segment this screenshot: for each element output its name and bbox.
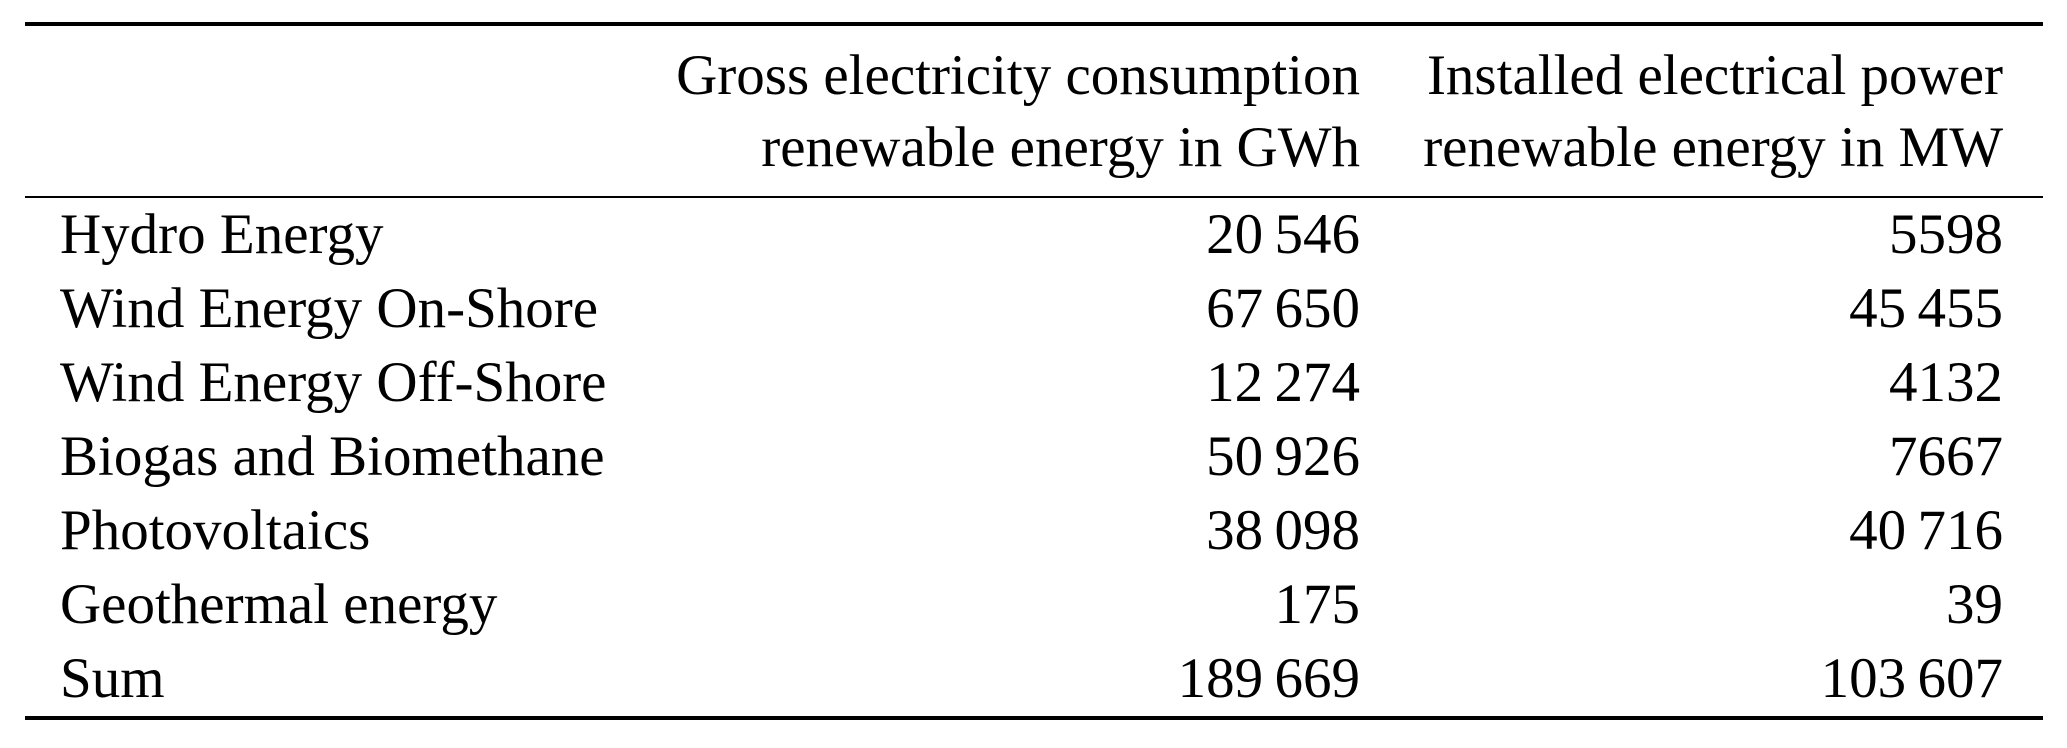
table-row-photovoltaics: Photovoltaics 38 098 40 716: [25, 494, 2043, 568]
table-row-wind-offshore: Wind Energy Off-Shore 12 274 4132: [25, 346, 2043, 420]
table-row-biogas: Biogas and Biomethane 50 926 7667: [25, 420, 2043, 494]
header-mw-line2: renewable energy in MW: [1423, 116, 2003, 179]
row-label: Geothermal energy: [60, 573, 498, 636]
value-gwh: 67 650: [1206, 277, 1360, 340]
header-gwh-line2: renewable energy in GWh: [761, 116, 1360, 179]
value-gwh: 38 098: [1206, 499, 1360, 562]
row-label: Hydro Energy: [60, 203, 384, 266]
value-mw: 5598: [1889, 203, 2003, 266]
value-mw: 40 716: [1849, 499, 2003, 562]
header-empty-cell: [25, 24, 525, 198]
value-gwh: 189 669: [1177, 647, 1360, 710]
table-row-wind-onshore: Wind Energy On-Shore 67 650 45 455: [25, 272, 2043, 346]
table-header: Gross electricity consumption renewable …: [25, 24, 2043, 198]
renewable-energy-table-container: Gross electricity consumption renewable …: [25, 22, 2043, 720]
value-gwh: 12 274: [1206, 351, 1360, 414]
value-gwh: 50 926: [1206, 425, 1360, 488]
value-mw: 103 607: [1820, 647, 2003, 710]
table-row-geothermal: Geothermal energy 175 39: [25, 568, 2043, 642]
header-mw-line1: Installed electrical power: [1426, 44, 2003, 107]
row-label: Photovoltaics: [60, 499, 371, 562]
value-gwh: 175: [1274, 573, 1361, 636]
header-row: Gross electricity consumption renewable …: [25, 24, 2043, 198]
table-body: Hydro Energy 20 546 5598 Wind Energy On-…: [25, 197, 2043, 718]
value-mw: 39: [1946, 573, 2003, 636]
value-mw: 7667: [1889, 425, 2003, 488]
row-label: Biogas and Biomethane: [60, 425, 605, 488]
table-row-hydro: Hydro Energy 20 546 5598: [25, 197, 2043, 272]
value-mw: 4132: [1889, 351, 2003, 414]
value-gwh: 20 546: [1206, 203, 1360, 266]
row-label: Wind Energy On-Shore: [60, 277, 599, 340]
row-label: Sum: [60, 647, 165, 710]
header-gwh-line1: Gross electricity consumption: [676, 44, 1360, 107]
renewable-energy-table: Gross electricity consumption renewable …: [25, 22, 2043, 720]
value-mw: 45 455: [1849, 277, 2003, 340]
row-label: Wind Energy Off-Shore: [60, 351, 607, 414]
header-col-gwh: Gross electricity consumption renewable …: [525, 24, 1360, 198]
header-col-mw: Installed electrical power renewable ene…: [1360, 24, 2043, 198]
table-row-sum: Sum 189 669 103 607: [25, 642, 2043, 718]
